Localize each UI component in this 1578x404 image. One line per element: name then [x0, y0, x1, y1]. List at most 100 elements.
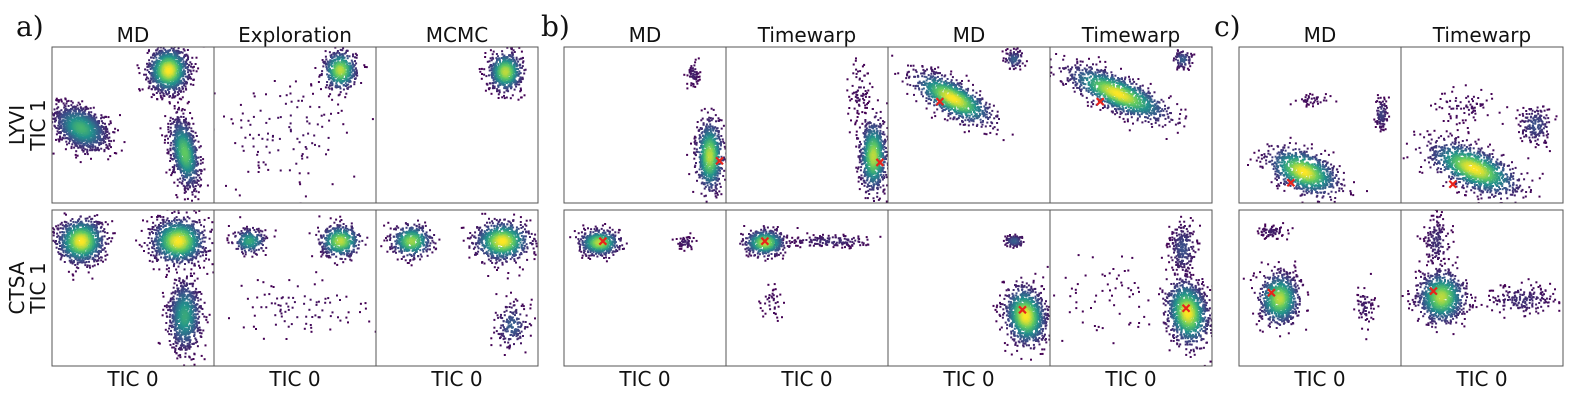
- density-point: [182, 61, 185, 64]
- density-point: [189, 173, 192, 176]
- density-point: [78, 129, 81, 132]
- density-point: [82, 139, 85, 142]
- density-point: [176, 116, 179, 119]
- density-point: [162, 86, 165, 89]
- density-point: [333, 73, 336, 76]
- density-point: [181, 96, 184, 99]
- density-point: [113, 152, 116, 154]
- density-point: [104, 258, 107, 261]
- density-point: [305, 116, 308, 119]
- density-point: [317, 81, 320, 83]
- density-point: [298, 172, 301, 175]
- density-point: [84, 119, 87, 122]
- density-point: [504, 42, 506, 44]
- density-point: [230, 118, 233, 121]
- density-point: [69, 110, 72, 113]
- density-point: [176, 73, 179, 76]
- density-point: [189, 148, 192, 151]
- density-point: [87, 145, 90, 148]
- density-point: [163, 74, 166, 76]
- density-point: [50, 112, 52, 114]
- density-point: [69, 132, 72, 135]
- density-point: [318, 75, 321, 78]
- density-point: [183, 166, 185, 169]
- density-point: [302, 134, 305, 137]
- density-point: [179, 121, 182, 124]
- density-point: [279, 116, 282, 119]
- density-point: [337, 85, 340, 88]
- density-point: [171, 117, 174, 120]
- density-point: [294, 80, 297, 83]
- density-point: [164, 48, 167, 51]
- density-point: [513, 51, 516, 53]
- density-point: [513, 80, 516, 83]
- density-point: [492, 74, 495, 77]
- density-point: [249, 133, 251, 136]
- density-point: [173, 146, 176, 149]
- density-point: [163, 75, 166, 78]
- density-point: [57, 106, 60, 109]
- density-point: [339, 79, 342, 82]
- density-point: [333, 64, 336, 67]
- density-point: [517, 74, 520, 77]
- density-point: [86, 140, 88, 143]
- density-point: [503, 54, 506, 57]
- density-point: [176, 91, 179, 94]
- density-point: [166, 152, 169, 155]
- density-point: [72, 278, 75, 281]
- density-point: [159, 84, 162, 87]
- density-point: [172, 57, 175, 60]
- density-point: [182, 184, 185, 187]
- density-point: [105, 136, 108, 139]
- density-point: [183, 65, 186, 67]
- density-point: [68, 109, 71, 112]
- density-point: [310, 84, 313, 87]
- density-point: [53, 108, 56, 111]
- density-point: [166, 148, 169, 151]
- density-point: [496, 77, 499, 80]
- density-point: [519, 57, 522, 60]
- density-point: [334, 59, 337, 62]
- density-point: [70, 145, 73, 148]
- density-point: [147, 87, 150, 90]
- density-point: [70, 104, 73, 107]
- density-point: [492, 62, 495, 65]
- density-point: [162, 295, 165, 298]
- density-point: [247, 119, 250, 122]
- density-point: [190, 156, 193, 159]
- density-point: [75, 137, 78, 140]
- density-point: [71, 139, 74, 142]
- density-point: [509, 97, 512, 100]
- density-point: [336, 71, 339, 74]
- density-point: [151, 64, 154, 67]
- density-point: [105, 143, 108, 146]
- density-point: [196, 277, 199, 280]
- density-point: [182, 148, 185, 151]
- density-point: [162, 84, 165, 86]
- density-point: [184, 152, 186, 155]
- density-point: [89, 126, 92, 129]
- density-point: [167, 122, 170, 125]
- density-point: [180, 57, 183, 60]
- density-point: [301, 157, 304, 160]
- density-point: [63, 212, 66, 215]
- density-point: [196, 170, 199, 173]
- density-point: [354, 60, 356, 63]
- density-point: [55, 99, 58, 102]
- density-point: [503, 81, 506, 84]
- density-point: [325, 63, 327, 66]
- density-point: [168, 49, 171, 52]
- density-point: [347, 83, 350, 86]
- density-point: [342, 123, 345, 126]
- density-point: [58, 110, 61, 113]
- density-point: [202, 266, 205, 269]
- density-point: [347, 70, 349, 73]
- density-point: [171, 49, 174, 52]
- density-point: [184, 190, 187, 193]
- density-point: [521, 78, 524, 81]
- density-point: [178, 181, 181, 184]
- density-point: [504, 60, 507, 63]
- density-point: [113, 232, 116, 235]
- density-point: [55, 97, 58, 100]
- density-point: [334, 74, 337, 77]
